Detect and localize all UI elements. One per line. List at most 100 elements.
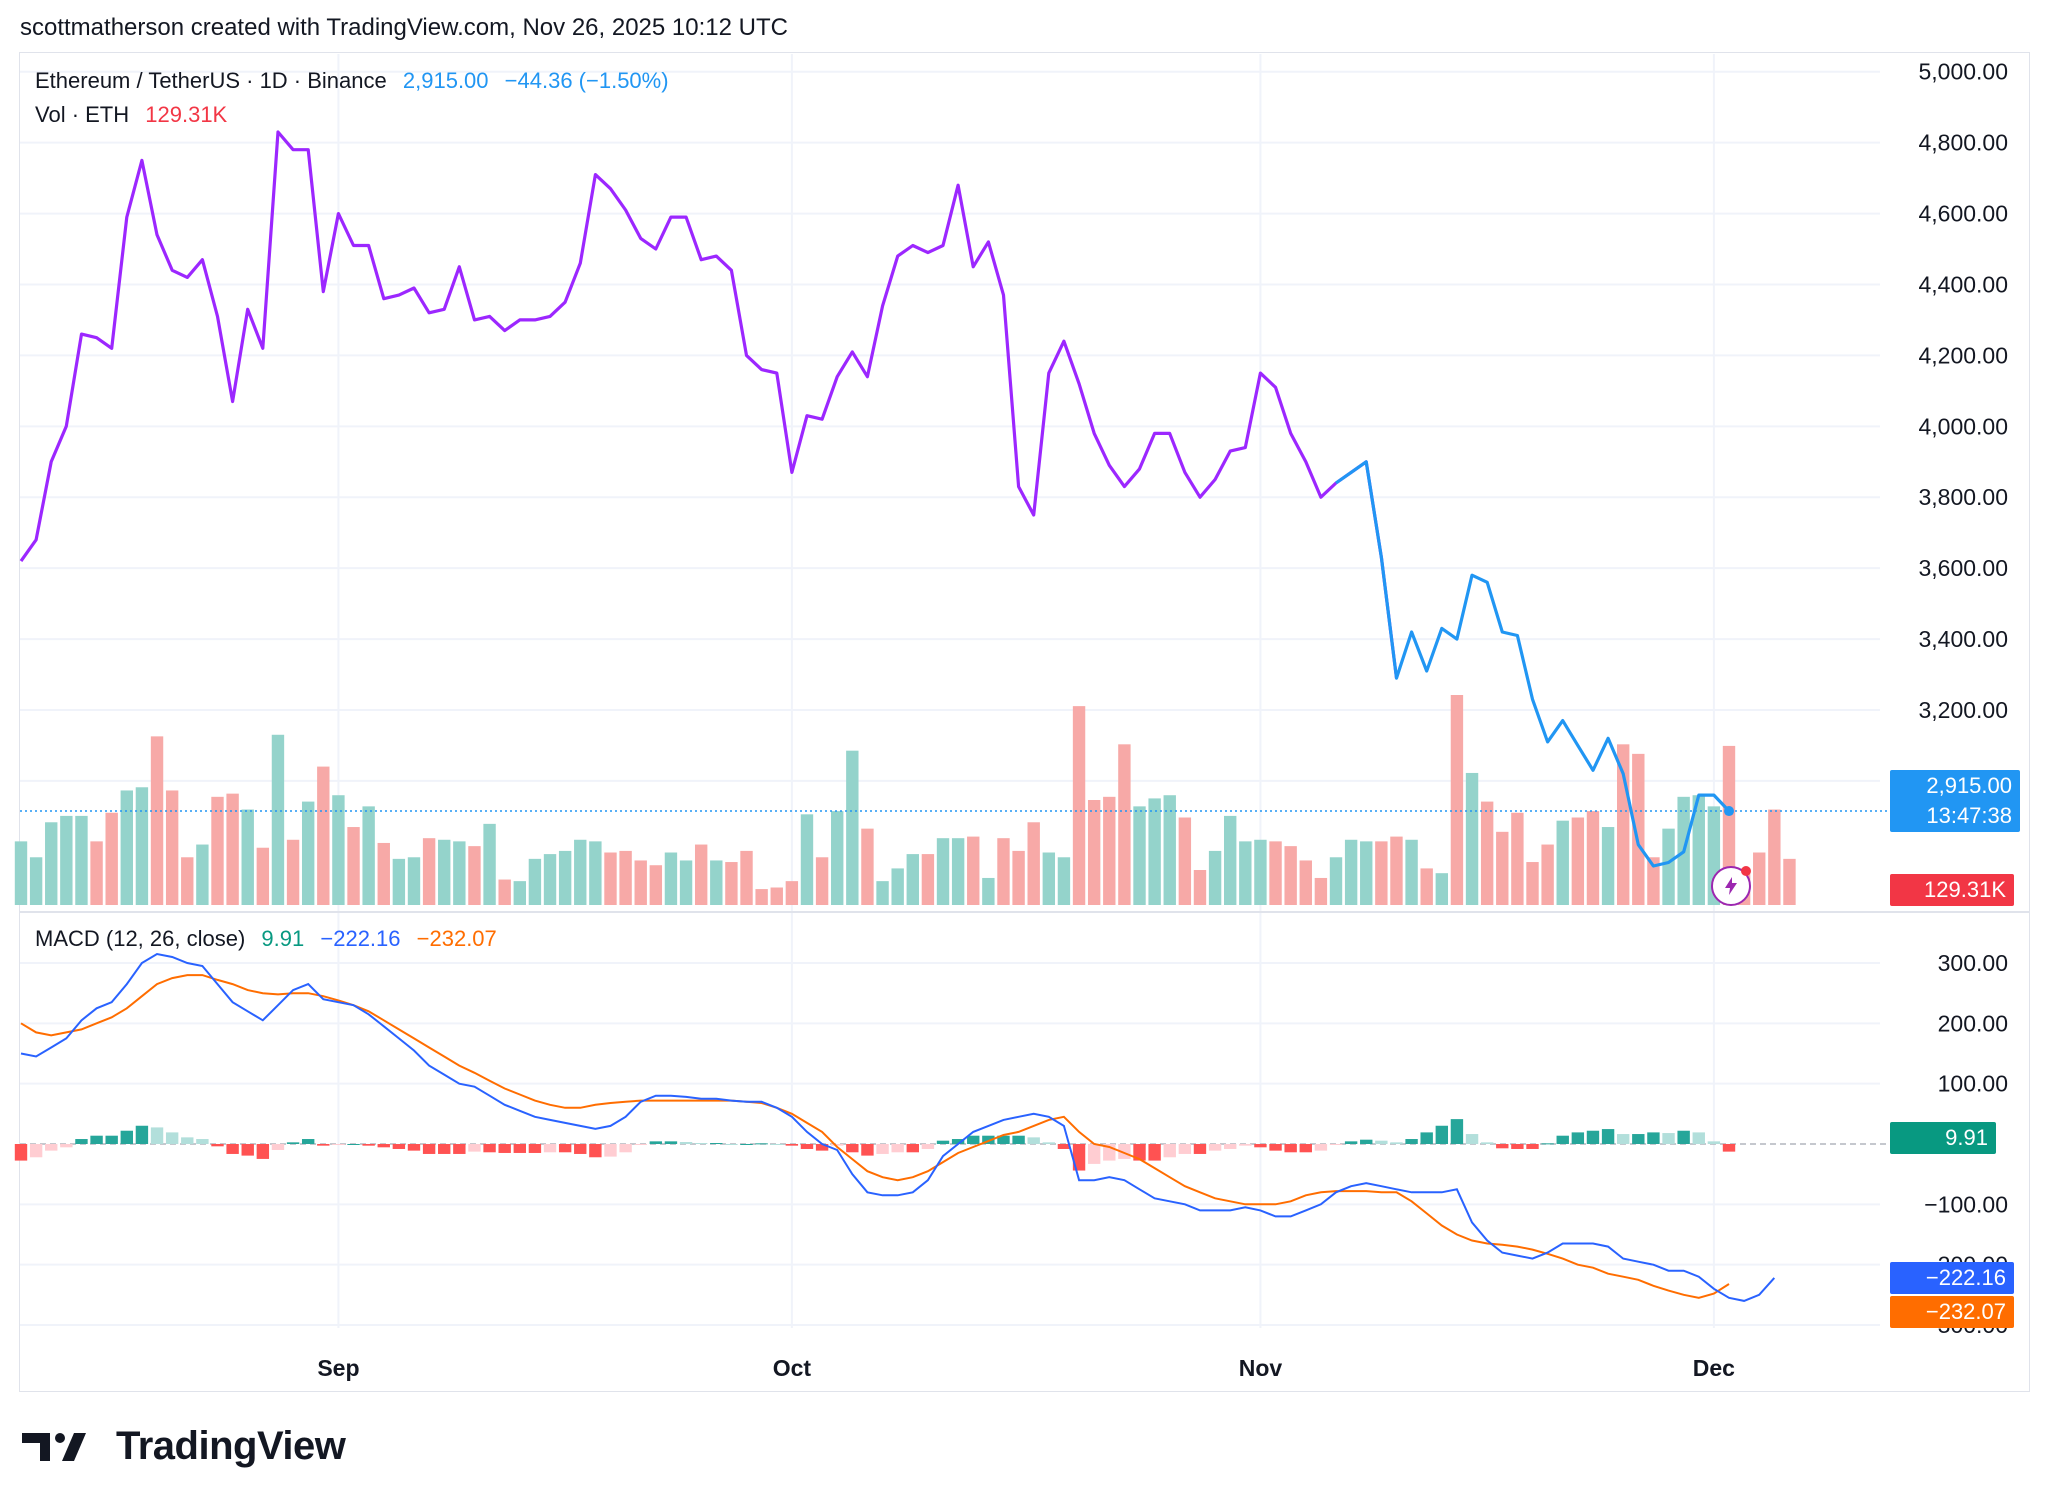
macd-histogram-bar — [1012, 1135, 1025, 1144]
volume-bar — [1344, 839, 1358, 905]
macd-histogram-bar — [664, 1141, 678, 1144]
macd-histogram-bar — [1178, 1144, 1192, 1154]
volume-bar — [165, 790, 179, 905]
volume-bar — [468, 846, 481, 905]
volume-bar — [619, 850, 632, 905]
volume-label[interactable]: Vol · ETH — [35, 102, 130, 127]
macd-histogram-bar — [1208, 1144, 1222, 1151]
macd-histogram-bar — [1314, 1144, 1328, 1151]
volume-bar — [498, 879, 511, 905]
macd-histogram-bar — [543, 1144, 557, 1153]
macd-histogram-bar — [286, 1142, 300, 1144]
volume-bar — [75, 815, 88, 905]
macd-histogram-bar — [740, 1144, 753, 1145]
volume-bar — [1239, 841, 1252, 905]
macd-histogram-bar — [407, 1144, 421, 1151]
volume-bar — [226, 793, 239, 905]
macd-histogram-bar — [1390, 1142, 1403, 1144]
volume-bar — [664, 852, 678, 905]
volume-bar — [861, 828, 874, 905]
volume-bar — [407, 857, 421, 905]
volume-bar — [422, 838, 436, 905]
volume-bar — [710, 860, 723, 905]
volume-bar — [1224, 815, 1237, 905]
volume-bar — [29, 857, 43, 905]
macd-histogram-bar — [241, 1144, 254, 1156]
volume-bar — [1103, 796, 1116, 905]
macd-histogram-bar — [453, 1144, 466, 1154]
volume-bar — [1178, 817, 1192, 905]
price-tick-label: 3,200.00 — [1918, 697, 2008, 723]
price-tick-label: 3,600.00 — [1918, 555, 2008, 581]
price-line-blue — [1335, 460, 1731, 868]
volume-bar — [1148, 798, 1161, 905]
volume-bar — [1133, 806, 1146, 905]
macd-histogram-bar — [1677, 1130, 1690, 1144]
macd-histogram-bar — [906, 1144, 919, 1153]
volume-bar — [332, 795, 345, 905]
macd-histogram-bar — [1087, 1144, 1101, 1164]
volume-bar — [1496, 831, 1509, 905]
macd-histogram-bar — [1269, 1144, 1282, 1151]
volume-bar — [377, 842, 390, 905]
volume-bar — [604, 852, 617, 905]
volume-bar — [1360, 841, 1373, 905]
tradingview-logo-icon — [22, 1432, 86, 1461]
macd-histogram-bar — [936, 1140, 950, 1144]
macd-line — [20, 952, 1776, 1302]
notification-dot — [1741, 866, 1751, 876]
volume-bar — [1027, 822, 1040, 905]
macd-histogram-bar — [951, 1139, 965, 1144]
macd-hist-value: 9.91 — [261, 926, 305, 951]
macd-histogram-bar — [468, 1144, 481, 1152]
volume-bar — [574, 839, 587, 905]
macd-histogram-bar — [1662, 1133, 1675, 1144]
volume-bar — [770, 887, 783, 905]
volume-bar — [347, 827, 360, 905]
volume-bar — [1284, 846, 1297, 905]
volume-bar — [755, 889, 768, 905]
volume-axis-tag: 129.31K — [1890, 874, 2014, 906]
tradingview-logo[interactable]: TradingView — [22, 1424, 346, 1469]
flash-button[interactable] — [1711, 866, 1751, 906]
macd-histogram-bar — [679, 1142, 693, 1144]
macd-histogram-bar — [14, 1144, 28, 1161]
macd-histogram-bar — [332, 1144, 345, 1145]
macd-histogram-bar — [649, 1141, 663, 1144]
macd-histogram-bar — [982, 1135, 995, 1144]
volume-bar — [45, 822, 58, 905]
macd-signal-line — [20, 974, 1730, 1299]
macd-histogram-bar — [1556, 1135, 1569, 1144]
macd-label[interactable]: MACD (12, 26, close) — [35, 926, 246, 951]
price-line-purple — [19, 130, 1399, 679]
volume-bar — [1480, 801, 1494, 905]
macd-histogram-bar — [1299, 1144, 1312, 1153]
macd-histogram-bar — [815, 1144, 829, 1151]
volume-bar — [1163, 795, 1176, 905]
macd-histogram-bar — [1692, 1132, 1705, 1144]
x-tick-label: Nov — [1239, 1355, 1283, 1381]
macd-tick-label: −100.00 — [1924, 1191, 2008, 1217]
volume-bar — [1753, 852, 1766, 905]
macd-histogram-bar — [1435, 1125, 1449, 1144]
brand-name: TradingView — [116, 1424, 346, 1468]
volume-bar — [1586, 811, 1600, 905]
macd-tick-label: 100.00 — [1938, 1071, 2008, 1097]
chart-frame — [19, 52, 2030, 1392]
volume-bar — [1420, 868, 1433, 905]
macd-histogram-bar — [1148, 1144, 1161, 1161]
macd-histogram-bar — [513, 1144, 526, 1153]
symbol-title[interactable]: Ethereum / TetherUS · 1D · Binance — [35, 68, 387, 93]
volume-bar — [1072, 706, 1086, 905]
macd-histogram-bar — [256, 1144, 270, 1159]
macd-histogram-bar — [967, 1135, 980, 1144]
volume-bar — [1571, 817, 1585, 905]
macd-histogram-bar — [1193, 1144, 1207, 1154]
macd-line-value: −222.16 — [320, 926, 401, 951]
macd-histogram-bar — [800, 1144, 814, 1149]
macd-histogram-bar — [105, 1135, 118, 1144]
macd-histogram-bar — [1375, 1140, 1388, 1144]
volume-bar — [694, 844, 708, 905]
macd-histogram-bar — [1586, 1130, 1600, 1144]
